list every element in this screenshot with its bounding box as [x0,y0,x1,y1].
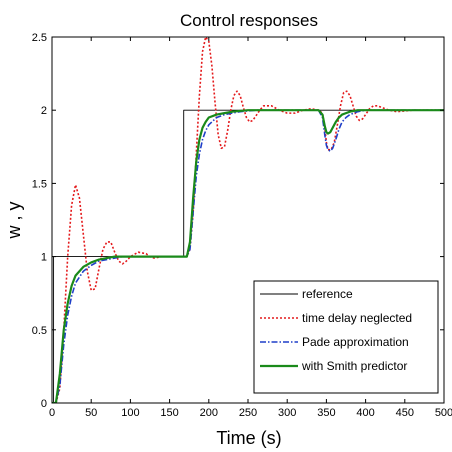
legend-label-1: time delay neglected [302,311,412,325]
x-tick-label: 400 [356,407,374,419]
y-tick-label: 1 [41,252,47,264]
x-tick-label: 200 [200,407,218,419]
x-tick-label: 0 [49,407,55,419]
legend-label-0: reference [302,287,353,301]
x-tick-label: 100 [121,407,139,419]
y-tick-label: 0.5 [32,325,47,337]
legend-box [253,280,439,394]
x-tick-label: 50 [85,407,97,419]
x-tick-label: 500 [435,407,452,419]
series-layer [52,37,444,403]
x-tick-label: 150 [160,407,178,419]
ticks-layer: 0 50 100 150 200 250 300 350 400 450 500 0 0.5 1 1.5 2 2… [32,32,452,419]
x-tick-label: 250 [239,407,257,419]
x-axis-label: Time (s) [216,428,281,448]
series-line-2 [52,109,444,403]
y-tick-label: 2.5 [32,32,47,44]
x-tick-label: 300 [278,407,296,419]
y-tick-label: 0 [41,398,47,410]
legend: reference time delay neglected Pade approx… [253,280,439,394]
x-tick-label: 450 [396,407,414,419]
legend-label-2: Pade approximation [302,335,409,349]
x-tick-label: 350 [317,407,335,419]
series-line-3 [52,109,444,403]
y-tick-label: 1.5 [32,178,47,190]
y-tick-label: 2 [41,105,47,117]
y-axis-label: w , y [4,201,24,239]
series-line-1 [52,37,444,403]
chart-title: Control responses [180,11,318,30]
legend-label-3: with Smith predictor [301,359,407,373]
